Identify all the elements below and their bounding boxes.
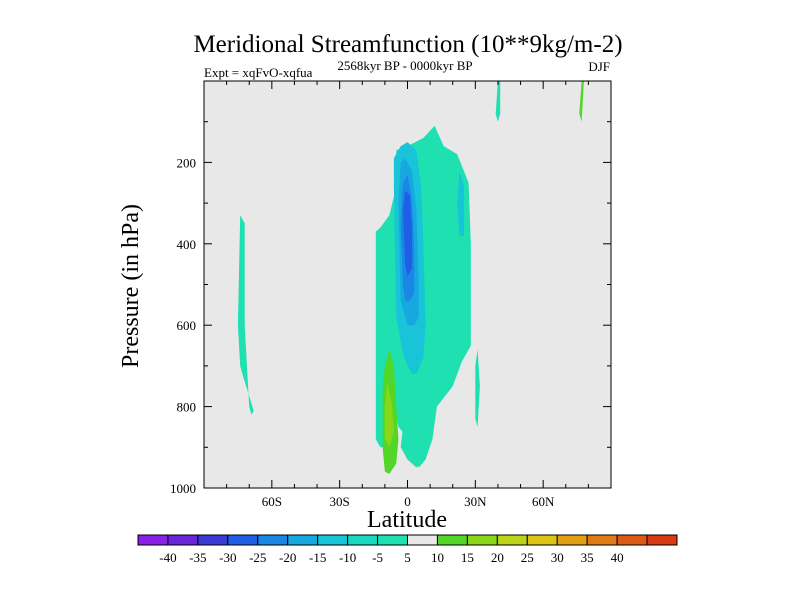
colorbar-box — [586, 534, 618, 546]
colorbar-label: -10 — [339, 550, 356, 565]
time-range-label: 2568kyr BP - 0000kyr BP — [337, 58, 472, 73]
colorbar-box — [407, 534, 438, 546]
colorbar-box — [227, 534, 259, 546]
x-axis-label: Latitude — [367, 507, 447, 533]
colorbar-box — [466, 534, 498, 546]
colorbar: -40 -35 -30 -25 -20 -15 -10 -5 5 10 15 20 25 30 35 40 — [137, 534, 678, 565]
y-tick-label: 600 — [177, 318, 197, 333]
colorbar-label: 15 — [461, 550, 474, 565]
x-tick-label: 0 — [404, 494, 411, 509]
colorbar-label: 25 — [521, 550, 534, 565]
colorbar-label: -20 — [279, 550, 296, 565]
axis-ticks: 60S 30S 0 30N 60N 200 400 600 800 1000 — [170, 81, 611, 509]
colorbar-label: -25 — [249, 550, 266, 565]
colorbar-box — [377, 534, 408, 546]
contour-region-cyan-south-lower — [400, 414, 422, 468]
colorbar-box — [137, 534, 169, 546]
colorbar-box — [496, 534, 528, 546]
contour-region-blue-core — [403, 190, 412, 277]
colorbar-label: -5 — [372, 550, 383, 565]
x-tick-label: 60S — [262, 494, 282, 509]
colorbar-label: -40 — [159, 550, 176, 565]
season-label: DJF — [588, 59, 610, 74]
colorbar-box — [556, 534, 588, 546]
colorbar-label: 5 — [404, 550, 411, 565]
colorbar-box — [317, 534, 349, 546]
y-tick-label: 800 — [177, 400, 197, 415]
colorbar-label: 40 — [611, 550, 624, 565]
y-axis-label: Pressure (in hPa) — [118, 204, 144, 368]
colorbar-box — [167, 534, 199, 546]
colorbar-box — [257, 534, 289, 546]
colorbar-box — [197, 534, 229, 546]
contour-regions — [237, 81, 584, 474]
contour-region-green-south-inner — [384, 382, 394, 448]
y-tick-label: 400 — [177, 237, 197, 252]
contour-region-cyan-north-top — [495, 81, 501, 122]
colorbar-box — [287, 534, 319, 546]
contour-region-cyan-north-sliver — [475, 349, 480, 427]
colorbar-box — [436, 534, 468, 546]
y-tick-label: 200 — [177, 155, 197, 170]
chart-title: Meridional Streamfunction (10**9kg/m-2) — [193, 31, 622, 58]
colorbar-box — [347, 534, 379, 546]
colorbar-label: 10 — [431, 550, 444, 565]
x-tick-label: 30S — [330, 494, 350, 509]
colorbar-label: -35 — [189, 550, 206, 565]
contour-region-cyan-far-south — [237, 215, 254, 415]
colorbar-box — [526, 534, 558, 546]
colorbar-box — [646, 534, 678, 546]
colorbar-label: -30 — [219, 550, 236, 565]
x-tick-label: 60N — [532, 494, 555, 509]
colorbar-box — [616, 534, 648, 546]
x-tick-label: 30N — [464, 494, 487, 509]
y-tick-label: 1000 — [170, 481, 196, 496]
colorbar-label: 35 — [581, 550, 594, 565]
colorbar-label: 20 — [491, 550, 504, 565]
contour-region-blue-side-north — [457, 170, 464, 236]
colorbar-label: 30 — [551, 550, 564, 565]
contour-region-green-north-top — [579, 81, 584, 122]
experiment-label: Expt = xqFvO-xqfua — [204, 65, 313, 80]
colorbar-label: -15 — [309, 550, 326, 565]
